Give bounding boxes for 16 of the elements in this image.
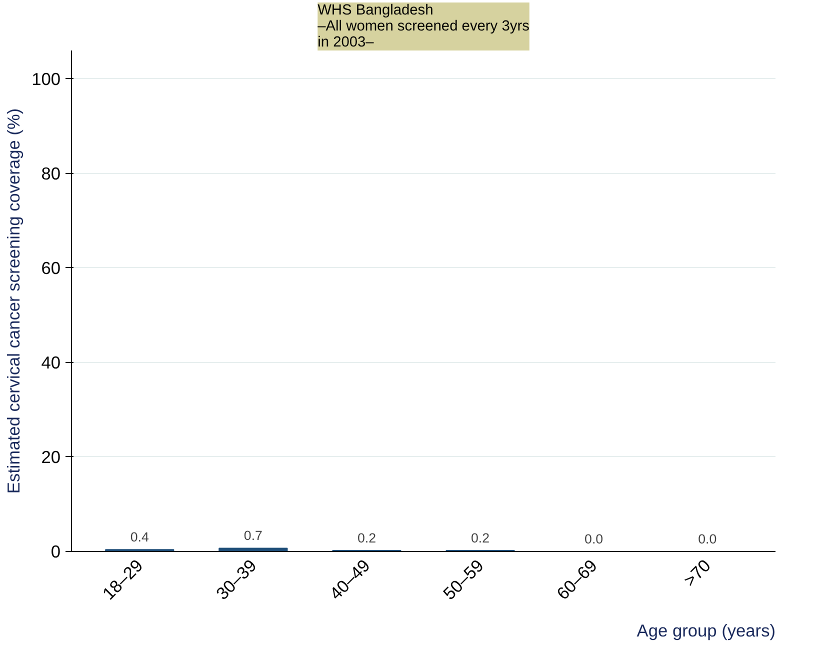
- data-label: 0.0: [698, 532, 717, 546]
- data-label: 0.2: [357, 530, 376, 546]
- y-tick-label: 20: [41, 446, 61, 467]
- y-axis-title: Estimated cervical cancer screening coverage (%): [4, 108, 24, 494]
- chart-subtitle: WHS Bangladesh –All women screened every 3yrs in 2003–: [318, 2, 530, 50]
- y-tick-label: 0: [50, 542, 61, 562]
- y-tick-label: 100: [32, 68, 61, 89]
- data-label: 0.0: [584, 532, 604, 546]
- y-tick-label: 60: [41, 258, 61, 278]
- data-label: 0.7: [244, 528, 262, 544]
- data-label: 0.4: [130, 530, 150, 545]
- x-axis-title: Age group (years): [636, 620, 776, 640]
- data-label: 0.2: [471, 530, 490, 546]
- y-tick-label: 80: [41, 163, 61, 184]
- x-tick-label: >70: [680, 555, 714, 590]
- y-tick-label: 40: [41, 352, 61, 372]
